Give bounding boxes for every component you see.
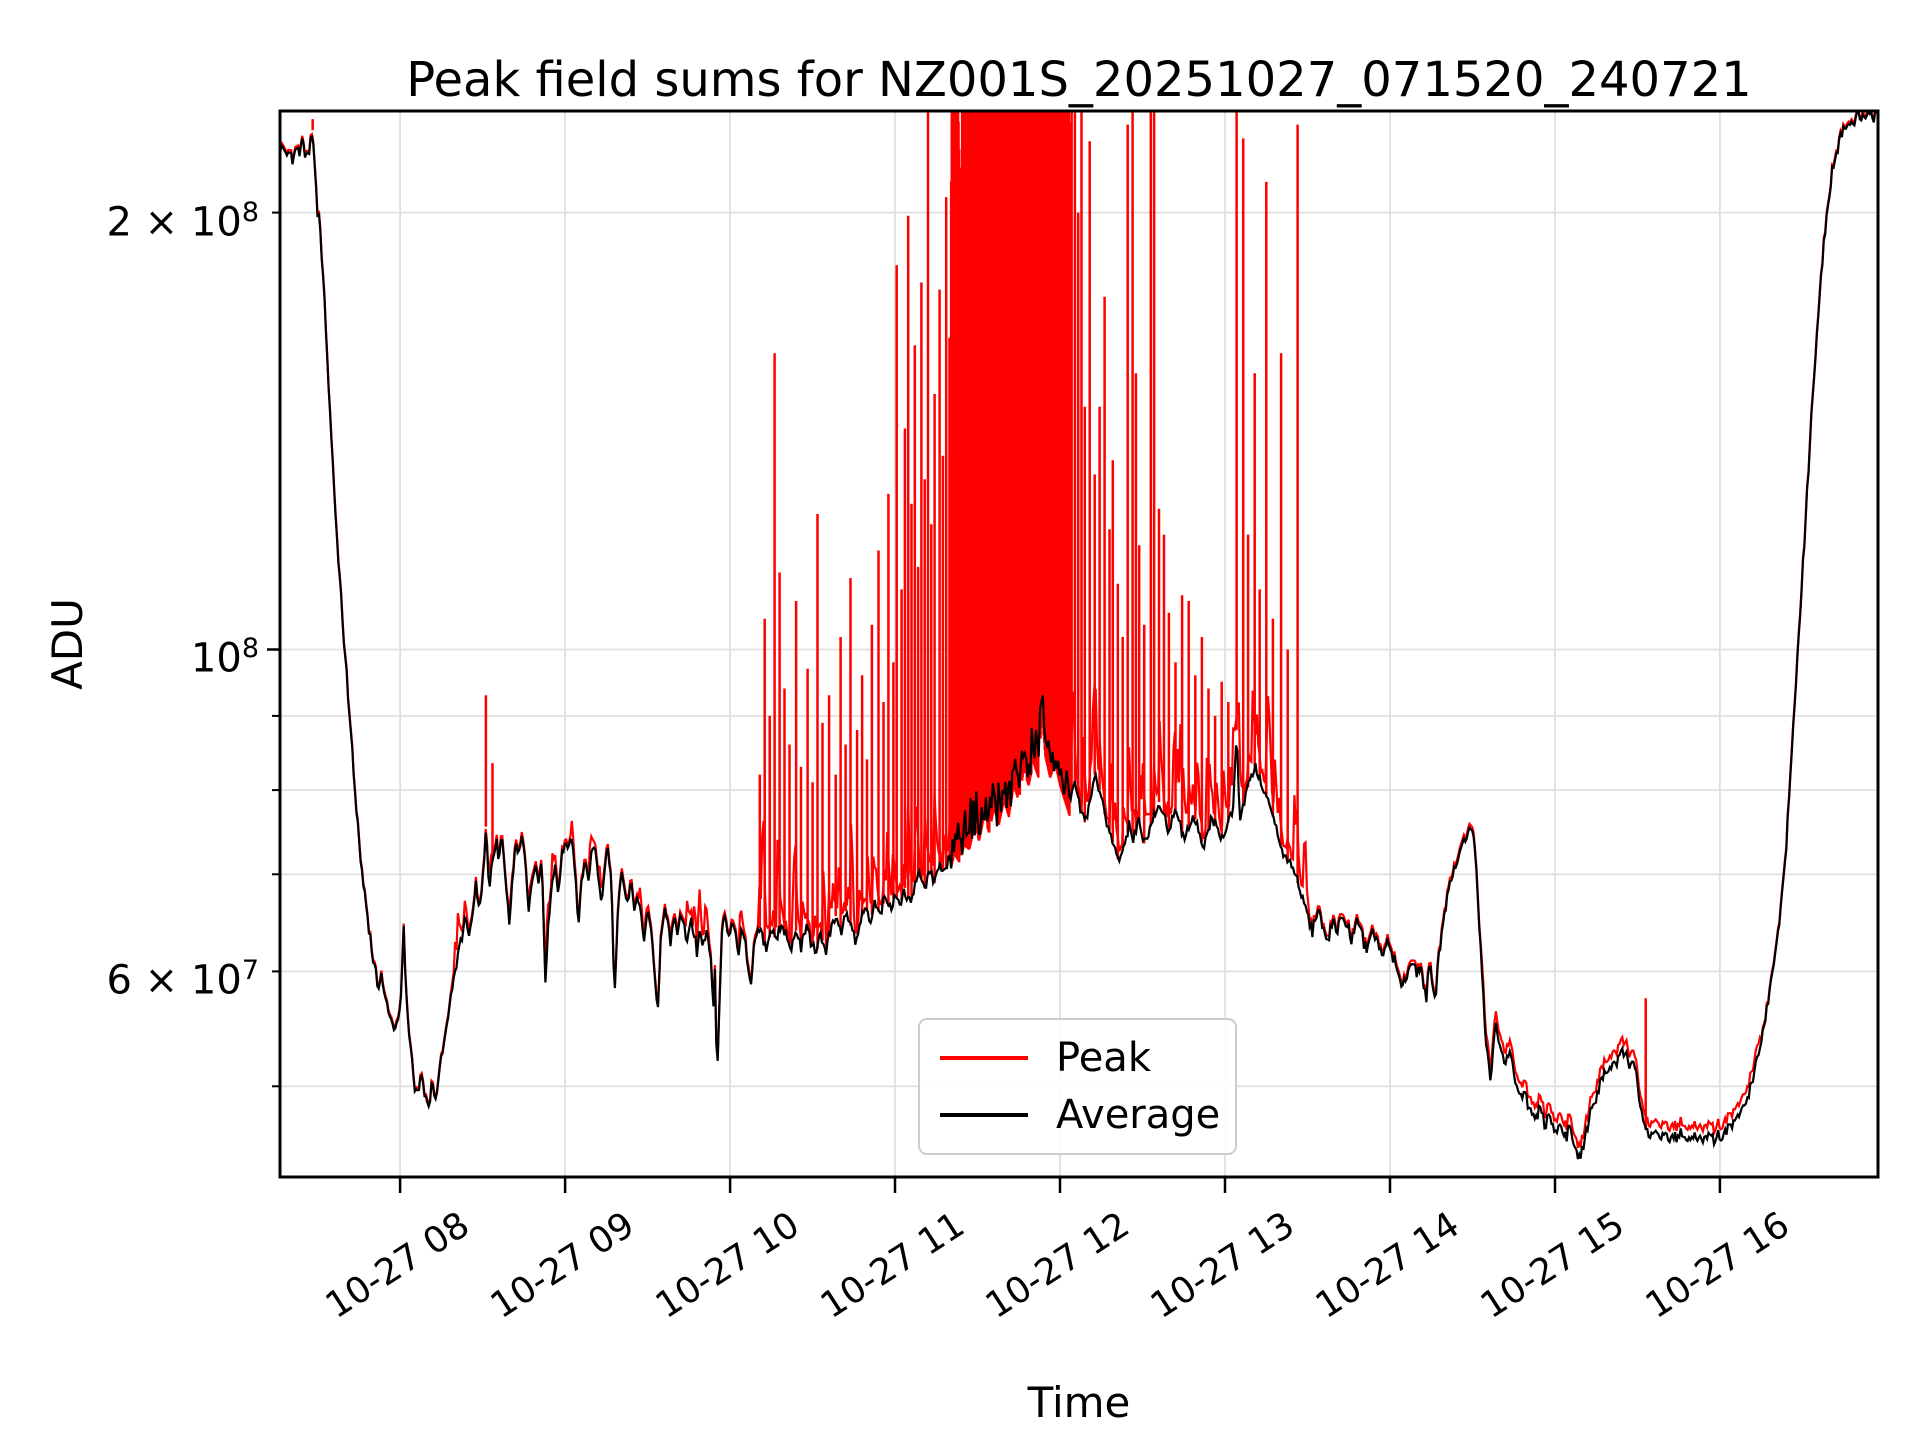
plot-area (267, 109, 1880, 1193)
y-tick-label-2e8: 2 × 108 (106, 197, 259, 246)
peak-spikes (311, 111, 1647, 1130)
x-axis-label: Time (1027, 1378, 1131, 1427)
legend-label-average: Average (1056, 1092, 1221, 1138)
y-axis-label: ADU (43, 598, 92, 690)
axes-spines (278, 109, 1880, 1179)
chart-title: Peak field sums for NZ001S_20251027_0715… (406, 52, 1752, 108)
legend-item-average: Average (940, 1092, 1235, 1138)
y-tick-label-1e8: 108 (190, 633, 259, 682)
legend-label-peak: Peak (1056, 1035, 1151, 1081)
y-tick-label-6e7: 6 × 107 (106, 955, 259, 1004)
average-line-sample (940, 1113, 1028, 1117)
peak-line-sample (940, 1056, 1028, 1060)
legend: Peak Average (918, 1018, 1237, 1155)
average-line (280, 111, 1878, 1160)
peak-dense-spikes (949, 111, 1071, 869)
legend-item-peak: Peak (940, 1035, 1235, 1081)
